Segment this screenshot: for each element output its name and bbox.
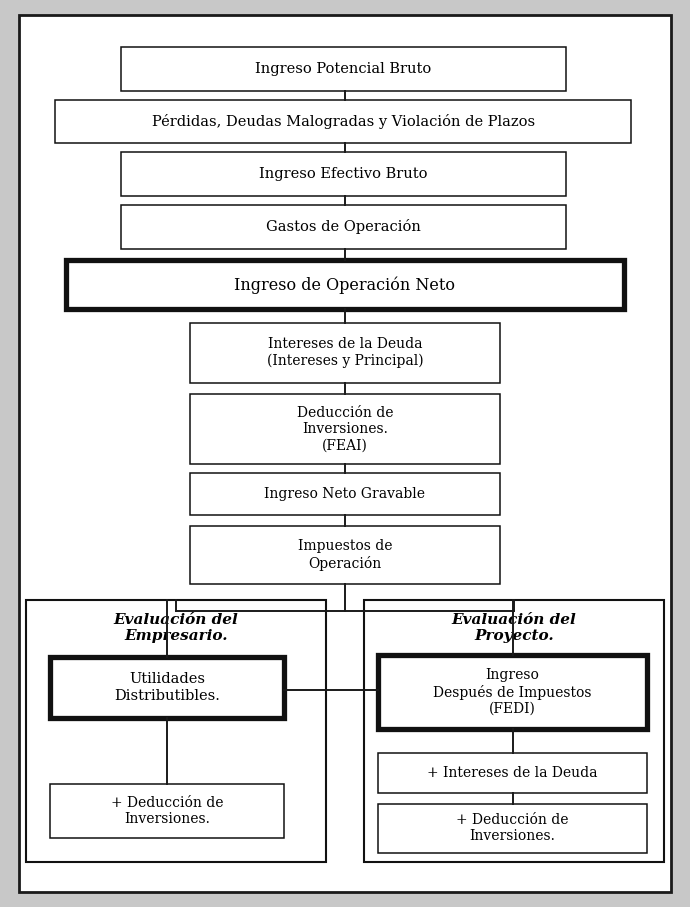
FancyBboxPatch shape xyxy=(50,657,284,718)
FancyBboxPatch shape xyxy=(55,100,631,143)
FancyBboxPatch shape xyxy=(190,394,500,464)
Text: Ingreso de Operación Neto: Ingreso de Operación Neto xyxy=(235,276,455,294)
Text: Ingreso Efectivo Bruto: Ingreso Efectivo Bruto xyxy=(259,167,428,181)
Text: Deducción de
Inversiones.
(FEAI): Deducción de Inversiones. (FEAI) xyxy=(297,405,393,453)
FancyBboxPatch shape xyxy=(190,323,500,383)
Text: Impuestos de
Operación: Impuestos de Operación xyxy=(298,540,392,571)
Text: + Deducción de
Inversiones.: + Deducción de Inversiones. xyxy=(456,813,569,844)
Text: + Deducción de
Inversiones.: + Deducción de Inversiones. xyxy=(110,795,224,826)
Text: Evaluación del
Empresario.: Evaluación del Empresario. xyxy=(114,612,238,643)
FancyBboxPatch shape xyxy=(26,600,326,862)
FancyBboxPatch shape xyxy=(378,804,647,853)
FancyBboxPatch shape xyxy=(121,47,566,91)
FancyBboxPatch shape xyxy=(378,655,647,729)
FancyBboxPatch shape xyxy=(121,152,566,196)
FancyBboxPatch shape xyxy=(190,526,500,584)
FancyBboxPatch shape xyxy=(378,753,647,793)
Text: Ingreso
Después de Impuestos
(FEDI): Ingreso Después de Impuestos (FEDI) xyxy=(433,668,592,716)
Text: Ingreso Neto Gravable: Ingreso Neto Gravable xyxy=(264,487,426,502)
Text: Pérdidas, Deudas Malogradas y Violación de Plazos: Pérdidas, Deudas Malogradas y Violación … xyxy=(152,114,535,129)
Text: Utilidades
Distributibles.: Utilidades Distributibles. xyxy=(114,672,220,703)
FancyBboxPatch shape xyxy=(66,260,624,309)
FancyBboxPatch shape xyxy=(190,473,500,515)
Text: Intereses de la Deuda
(Intereses y Principal): Intereses de la Deuda (Intereses y Princ… xyxy=(267,337,423,368)
FancyBboxPatch shape xyxy=(19,15,671,892)
Text: + Intereses de la Deuda: + Intereses de la Deuda xyxy=(427,766,598,780)
Text: Evaluación del
Proyecto.: Evaluación del Proyecto. xyxy=(452,612,576,643)
FancyBboxPatch shape xyxy=(50,784,284,838)
FancyBboxPatch shape xyxy=(121,205,566,249)
Text: Gastos de Operación: Gastos de Operación xyxy=(266,219,421,234)
Text: Ingreso Potencial Bruto: Ingreso Potencial Bruto xyxy=(255,62,431,76)
FancyBboxPatch shape xyxy=(364,600,664,862)
